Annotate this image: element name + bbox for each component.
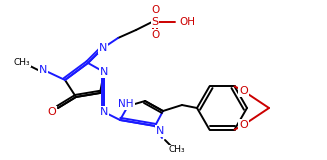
- Text: NH: NH: [118, 99, 134, 109]
- Text: N: N: [100, 67, 108, 77]
- Text: N: N: [39, 65, 47, 75]
- Text: CH₃: CH₃: [169, 145, 185, 155]
- Text: O: O: [151, 30, 159, 40]
- Text: OH: OH: [179, 17, 195, 27]
- Text: CH₃: CH₃: [14, 57, 30, 67]
- Text: O: O: [239, 120, 248, 130]
- Text: O: O: [48, 107, 56, 117]
- Text: N: N: [100, 107, 108, 117]
- Text: N: N: [156, 126, 164, 136]
- Text: O: O: [151, 5, 159, 15]
- Text: S: S: [151, 17, 159, 27]
- Text: O: O: [239, 86, 248, 96]
- Text: N: N: [99, 43, 107, 53]
